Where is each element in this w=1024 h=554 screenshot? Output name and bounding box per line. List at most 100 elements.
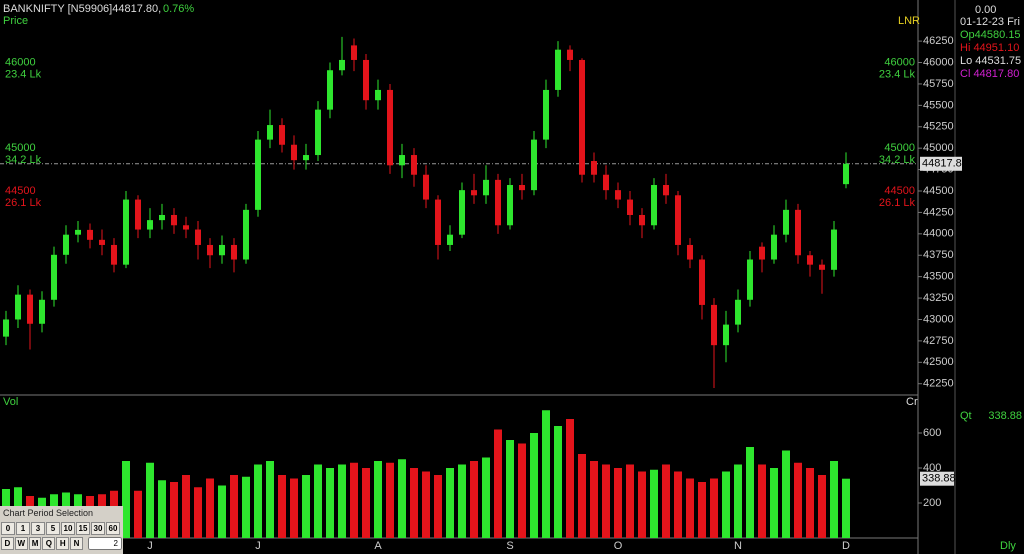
period-button[interactable]: H bbox=[56, 537, 70, 550]
volume-bar bbox=[626, 464, 634, 538]
info-close: Cl 44817.80 bbox=[960, 68, 1019, 80]
candle-body bbox=[555, 49, 561, 90]
volume-bar bbox=[530, 433, 538, 538]
volume-bar bbox=[602, 464, 610, 538]
candle-body bbox=[423, 174, 429, 200]
period-button[interactable]: 3 bbox=[31, 522, 45, 535]
candle-body bbox=[591, 161, 597, 175]
volume-bar bbox=[158, 480, 166, 538]
x-tick-label: N bbox=[734, 540, 742, 552]
period-button[interactable]: 10 bbox=[61, 522, 75, 535]
period-button[interactable]: 15 bbox=[76, 522, 90, 535]
candle-body bbox=[771, 234, 777, 260]
candle-body bbox=[147, 220, 153, 230]
x-tick-label: J bbox=[147, 540, 153, 552]
volume-bar bbox=[638, 471, 646, 538]
period-button[interactable]: D bbox=[1, 537, 14, 550]
period-button[interactable]: 1 bbox=[16, 522, 30, 535]
candle-body bbox=[459, 190, 465, 235]
level-price: 44500 bbox=[884, 185, 915, 197]
period-button[interactable]: 5 bbox=[46, 522, 60, 535]
y-tick-label: 42750 bbox=[923, 335, 954, 347]
volume-bar bbox=[170, 482, 178, 538]
candle-body bbox=[387, 89, 393, 166]
candle-body bbox=[75, 229, 81, 235]
volume-bar bbox=[446, 468, 454, 538]
period-button[interactable]: 60 bbox=[106, 522, 120, 535]
volume-bar bbox=[398, 459, 406, 538]
volume-bar bbox=[302, 475, 310, 538]
info-date: 01-12-23 Fri bbox=[960, 16, 1020, 28]
level-qty: 23.4 Lk bbox=[879, 68, 916, 80]
candle-body bbox=[39, 299, 45, 324]
period-button[interactable]: N bbox=[70, 537, 83, 550]
volume-bar bbox=[758, 464, 766, 538]
volume-bar bbox=[122, 461, 130, 538]
period-input[interactable] bbox=[87, 537, 122, 550]
candle-body bbox=[375, 89, 381, 101]
volume-bar bbox=[518, 443, 526, 538]
level-price: 46000 bbox=[884, 56, 915, 68]
y-tick-label: 45250 bbox=[923, 121, 954, 133]
info-top: 0.00 bbox=[975, 4, 996, 16]
info-low: Lo 44531.75 bbox=[960, 55, 1021, 67]
candle-body bbox=[135, 199, 141, 230]
candle-body bbox=[159, 214, 165, 221]
price-label: Price bbox=[3, 15, 28, 27]
volume-bar bbox=[470, 461, 478, 538]
y-tick-label: 45000 bbox=[923, 142, 954, 154]
volume-bar bbox=[662, 464, 670, 538]
candle-body bbox=[519, 185, 525, 191]
x-tick-label: O bbox=[614, 540, 623, 552]
volume-bar bbox=[182, 475, 190, 538]
period-button[interactable]: M bbox=[28, 537, 42, 550]
y2-tick-label: 600 bbox=[923, 427, 941, 439]
volume-bar bbox=[590, 461, 598, 538]
period-button[interactable]: 0 bbox=[1, 522, 15, 535]
volume-bar bbox=[734, 464, 742, 538]
candle-body bbox=[111, 244, 117, 265]
volume-bar bbox=[566, 419, 574, 538]
candle-body bbox=[171, 214, 177, 226]
candle-body bbox=[243, 209, 249, 260]
candle-body bbox=[531, 139, 537, 191]
info-high: Hi 44951.10 bbox=[960, 42, 1019, 54]
volume-bar bbox=[422, 471, 430, 538]
period-button[interactable]: Q bbox=[42, 537, 56, 550]
candle-body bbox=[447, 234, 453, 245]
period-button[interactable]: 30 bbox=[91, 522, 105, 535]
volume-bar bbox=[578, 454, 586, 538]
candle-body bbox=[219, 244, 225, 256]
candle-body bbox=[687, 244, 693, 260]
candle-body bbox=[291, 144, 297, 161]
volume-label: Vol bbox=[3, 396, 18, 408]
volume-bar bbox=[374, 461, 382, 538]
candle-body bbox=[735, 299, 741, 325]
level-price: 46000 bbox=[5, 56, 36, 68]
y-tick-label: 46250 bbox=[923, 35, 954, 47]
volume-bar bbox=[686, 478, 694, 538]
candle-body bbox=[543, 89, 549, 140]
volume-bar bbox=[842, 478, 850, 538]
title: BANKNIFTY [N59906]44817.80, bbox=[3, 3, 161, 15]
candle-body bbox=[411, 155, 417, 175]
volume-bar bbox=[506, 440, 514, 538]
volume-bar bbox=[806, 468, 814, 538]
period-button[interactable]: W bbox=[14, 537, 28, 550]
candle-body bbox=[639, 214, 645, 226]
candle-body bbox=[663, 185, 669, 196]
x-tick-label: D bbox=[842, 540, 850, 552]
candle-body bbox=[195, 229, 201, 245]
x-tick-label: J bbox=[255, 540, 261, 552]
volume-bar bbox=[818, 475, 826, 538]
candle-body bbox=[831, 229, 837, 270]
candle-body bbox=[279, 125, 285, 145]
candle-body bbox=[723, 324, 729, 346]
candle-body bbox=[603, 174, 609, 191]
y-tick-label: 46000 bbox=[923, 56, 954, 68]
volume-bar bbox=[194, 487, 202, 538]
candle-body bbox=[351, 45, 357, 60]
candle-body bbox=[783, 209, 789, 235]
